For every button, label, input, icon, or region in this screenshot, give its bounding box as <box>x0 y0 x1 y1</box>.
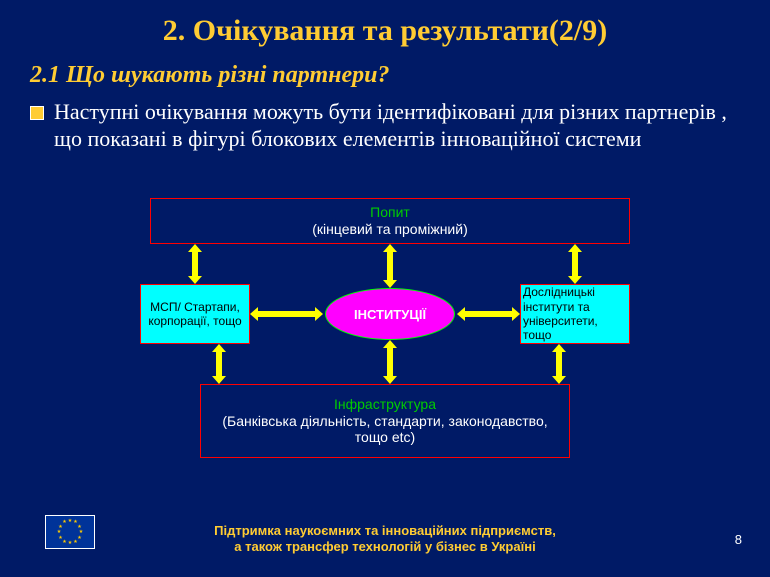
box-infra-line1: Інфраструктура <box>334 396 436 413</box>
slide: 2. Очікування та результати(2/9) 2.1 Що … <box>0 0 770 577</box>
footer-text: Підтримка наукоємних та інноваційних під… <box>0 523 770 556</box>
box-infra-line2: (Банківська діяльність, стандарти, закон… <box>211 413 559 447</box>
box-demand: Попит (кінцевий та проміжний) <box>150 198 630 244</box>
arrow-lc-h <box>250 307 323 321</box>
bullet-marker-icon <box>30 106 44 120</box>
arrow-tc-v <box>383 244 397 288</box>
bullet-item: Наступні очікування можуть бути ідентифі… <box>30 99 740 153</box>
arrow-bl-v <box>212 344 226 384</box>
arrow-tr-v <box>568 244 582 284</box>
box-sme-text: МСП/ Стартапи, корпорації, тощо <box>143 300 247 329</box>
arrow-rc-h <box>457 307 520 321</box>
arrow-tl-v <box>188 244 202 284</box>
box-demand-line2: (кінцевий та проміжний) <box>312 221 467 238</box>
footer-line2: а також трансфер технологій у бізнес в У… <box>234 539 535 554</box>
arrow-bc-v <box>383 340 397 384</box>
box-research: Дослідницькі інститути та університети, … <box>520 284 630 344</box>
ellipse-text: ІНСТИТУЦІЇ <box>354 307 426 322</box>
slide-title: 2. Очікування та результати(2/9) <box>0 14 770 48</box>
box-sme: МСП/ Стартапи, корпорації, тощо <box>140 284 250 344</box>
ellipse-institutions: ІНСТИТУЦІЇ <box>325 288 455 340</box>
page-number: 8 <box>735 532 742 547</box>
box-research-text: Дослідницькі інститути та університети, … <box>523 285 627 343</box>
arrow-br-v <box>552 344 566 384</box>
bullet-text: Наступні очікування можуть бути ідентифі… <box>54 99 740 153</box>
diagram: Попит (кінцевий та проміжний) МСП/ Старт… <box>140 198 640 478</box>
box-demand-line1: Попит <box>370 204 410 221</box>
slide-subtitle: 2.1 Що шукають різні партнери? <box>30 62 389 89</box>
box-infrastructure: Інфраструктура (Банківська діяльність, с… <box>200 384 570 458</box>
footer-line1: Підтримка наукоємних та інноваційних під… <box>214 523 556 538</box>
